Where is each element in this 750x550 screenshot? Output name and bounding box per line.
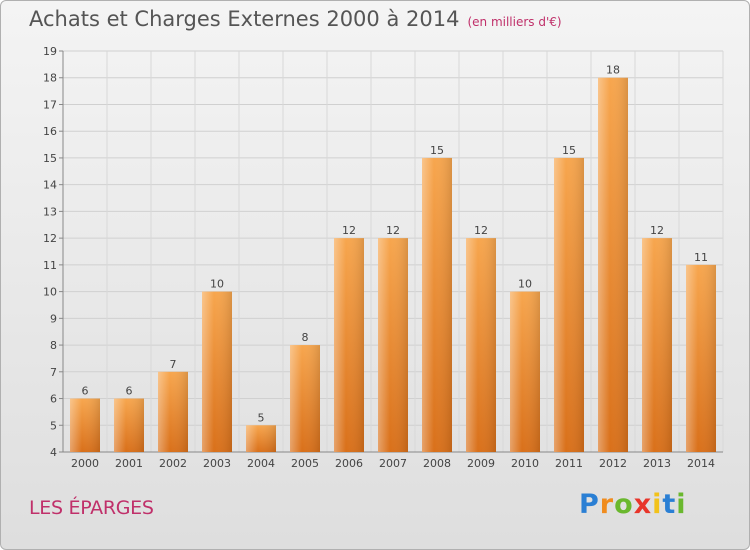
x-tick-label: 2001 — [115, 457, 143, 470]
data-label: 15 — [562, 144, 576, 157]
data-label: 12 — [386, 224, 400, 237]
data-label: 15 — [430, 144, 444, 157]
logo-letter: x — [633, 489, 653, 520]
bar-shade — [114, 398, 144, 452]
data-label: 6 — [126, 385, 133, 398]
y-tick-label: 16 — [43, 125, 57, 138]
x-tick-label: 2011 — [555, 457, 583, 470]
y-tick-label: 4 — [50, 446, 57, 459]
data-label: 10 — [518, 278, 532, 291]
x-tick-label: 2009 — [467, 457, 495, 470]
x-tick-label: 2008 — [423, 457, 451, 470]
entity-name: LES ÉPARGES — [29, 497, 154, 519]
x-tick-label: 2013 — [643, 457, 671, 470]
logo-letter: i — [652, 489, 663, 520]
chart-title-text: Achats et Charges Externes 2000 à 2014 — [29, 7, 460, 31]
data-label: 12 — [342, 224, 356, 237]
y-tick-label: 6 — [50, 393, 57, 406]
bar-shade — [70, 398, 100, 452]
data-label: 6 — [82, 385, 89, 398]
proxiti-logo: Proxiti — [579, 489, 687, 520]
x-tick-label: 2000 — [71, 457, 99, 470]
bar-shade — [598, 77, 628, 452]
x-tick-label: 2012 — [599, 457, 627, 470]
data-label: 8 — [302, 331, 309, 344]
logo-letter: o — [614, 489, 634, 520]
data-label: 10 — [210, 278, 224, 291]
bar-shade — [642, 238, 672, 452]
logo-letter: r — [599, 489, 615, 520]
bar-shade — [554, 157, 584, 452]
data-label: 12 — [474, 224, 488, 237]
x-tick-label: 2007 — [379, 457, 407, 470]
y-tick-label: 7 — [50, 366, 57, 379]
y-tick-label: 12 — [43, 232, 57, 245]
y-tick-label: 19 — [43, 45, 57, 58]
y-tick-label: 14 — [43, 179, 57, 192]
logo-letter: P — [579, 489, 600, 520]
labels: 6 2000 6 2001 7 2002 10 2003 5 2004 8 2005 12 2006 12 2… — [71, 64, 715, 470]
y-tick-label: 17 — [43, 98, 57, 111]
x-tick-label: 2005 — [291, 457, 319, 470]
data-label: 11 — [694, 251, 708, 264]
x-tick-label: 2004 — [247, 457, 275, 470]
bar-shade — [466, 238, 496, 452]
chart-subtitle: (en milliers d'€) — [467, 15, 562, 29]
logo-letter: t — [662, 489, 677, 520]
bar-shade — [378, 238, 408, 452]
bars — [70, 77, 716, 452]
bar-shade — [202, 291, 232, 452]
y-tick-label: 13 — [43, 205, 57, 218]
x-tick-label: 2010 — [511, 457, 539, 470]
x-tick-label: 2003 — [203, 457, 231, 470]
bar-shade — [290, 345, 320, 452]
x-tick-label: 2006 — [335, 457, 363, 470]
y-tick-label: 8 — [50, 339, 57, 352]
bar-shade — [158, 371, 188, 452]
x-tick-label: 2014 — [687, 457, 715, 470]
y-tick-label: 15 — [43, 152, 57, 165]
bar-shade — [510, 291, 540, 452]
y-tick-label: 5 — [50, 419, 57, 432]
bar-shade — [422, 157, 452, 452]
data-label: 18 — [606, 64, 620, 77]
bar-shade — [686, 264, 716, 452]
y-tick-label: 18 — [43, 72, 57, 85]
data-label: 5 — [258, 411, 265, 424]
y-tick-label: 11 — [43, 259, 57, 272]
chart-title: Achats et Charges Externes 2000 à 2014 (e… — [29, 7, 562, 31]
logo-letter: i — [676, 489, 687, 520]
data-label: 12 — [650, 224, 664, 237]
bar-shade — [246, 425, 276, 452]
y-tick-label: 10 — [43, 286, 57, 299]
data-label: 7 — [170, 358, 177, 371]
y-tick-label: 9 — [50, 312, 57, 325]
x-tick-label: 2002 — [159, 457, 187, 470]
bar-shade — [334, 238, 364, 452]
